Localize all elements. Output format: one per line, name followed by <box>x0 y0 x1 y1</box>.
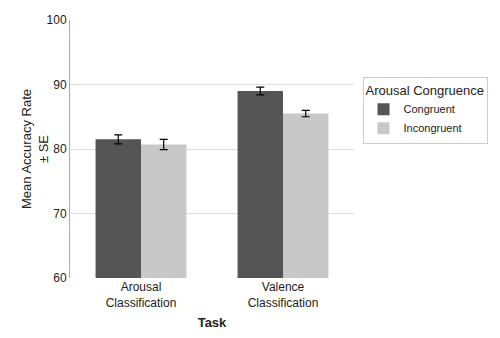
svg-text:100: 100 <box>47 13 67 27</box>
svg-text:ArousalClassification: ArousalClassification <box>106 280 177 310</box>
svg-text:80: 80 <box>53 142 67 156</box>
svg-text:Task: Task <box>198 315 227 330</box>
svg-text:Arousal Congruence: Arousal Congruence <box>366 83 485 98</box>
svg-text:ValenceClassification: ValenceClassification <box>248 280 319 310</box>
svg-text:90: 90 <box>53 78 67 92</box>
svg-text:70: 70 <box>53 207 67 221</box>
svg-text:Congruent: Congruent <box>404 103 455 115</box>
svg-text:60: 60 <box>53 271 67 285</box>
svg-text:Mean Accuracy Rate± SE: Mean Accuracy Rate± SE <box>19 89 51 209</box>
svg-text:Incongruent: Incongruent <box>404 122 462 134</box>
